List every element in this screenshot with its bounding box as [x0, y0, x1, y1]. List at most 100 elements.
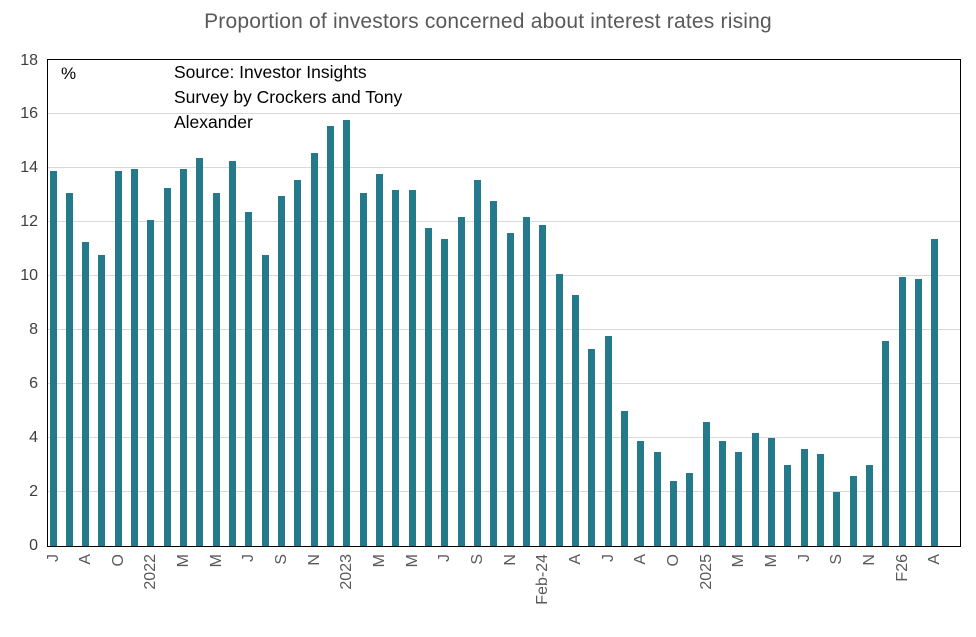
bar	[686, 473, 694, 546]
bar	[196, 158, 204, 546]
x-axis-label: M	[371, 554, 389, 568]
x-axis-label: N	[861, 554, 878, 566]
bar	[278, 195, 286, 546]
bar	[539, 225, 547, 546]
y-axis-label: 4	[29, 428, 38, 446]
bar	[523, 217, 531, 546]
x-axis-label: Feb-24	[534, 554, 552, 605]
y-axis-label: 16	[20, 105, 38, 123]
x-axis-label: M	[175, 554, 193, 568]
plot-area: % Source: Investor Insights Survey by Cr…	[47, 59, 961, 547]
bar	[817, 454, 824, 546]
bar	[376, 174, 384, 546]
bar	[914, 279, 922, 546]
x-axis-label: J	[240, 554, 258, 562]
chart-title: Proportion of investors concerned about …	[204, 10, 772, 33]
bar	[131, 168, 139, 546]
bar	[474, 179, 482, 546]
bar	[98, 255, 106, 546]
bar	[49, 171, 57, 546]
bar	[621, 411, 629, 546]
bar	[294, 179, 302, 546]
x-axis-label: M	[207, 554, 225, 568]
bar	[180, 168, 188, 546]
y-axis-label: 14	[20, 159, 38, 177]
bar	[327, 125, 335, 546]
y-axis-label: 12	[20, 213, 38, 231]
gridline	[48, 436, 960, 438]
gridline	[48, 113, 960, 115]
x-axis-label: A	[926, 554, 944, 565]
y-axis-label: 2	[29, 482, 38, 500]
bar	[833, 492, 841, 546]
y-axis-label: 6	[29, 374, 38, 392]
x-axis-label: J	[44, 554, 62, 562]
bar	[572, 295, 580, 546]
bar	[114, 171, 122, 546]
source-note: Source: Investor Insights Survey by Croc…	[174, 60, 402, 135]
x-axis-label: J	[599, 554, 617, 562]
gridline	[48, 221, 960, 223]
y-axis-label: 0	[29, 536, 38, 554]
gridline	[48, 490, 960, 492]
x-axis-label: 2022	[142, 554, 160, 590]
x-axis-label: O	[109, 554, 127, 567]
bar	[506, 233, 514, 546]
bar	[82, 241, 90, 546]
bar	[261, 255, 269, 546]
bar	[637, 440, 645, 546]
bar	[359, 193, 367, 546]
y-axis-label: 8	[29, 320, 38, 338]
bar	[931, 238, 939, 546]
x-axis-label: S	[469, 554, 487, 565]
source-note-line: Survey by Crockers and Tony	[174, 87, 403, 107]
bar	[882, 341, 890, 546]
bar	[408, 190, 416, 546]
x-axis-label: 2025	[697, 554, 715, 590]
x-axis-label: N	[501, 554, 519, 566]
bar	[588, 349, 596, 546]
bar	[719, 440, 727, 546]
x-axis-label: S	[273, 554, 291, 565]
y-axis-label: 18	[20, 51, 38, 69]
bar	[670, 481, 678, 546]
y-axis-label: 10	[20, 267, 38, 285]
bar	[147, 219, 155, 546]
bar	[65, 193, 73, 546]
bar	[555, 273, 563, 546]
x-axis-label: N	[305, 554, 323, 566]
source-note-line: Alexander	[174, 112, 253, 132]
bar	[849, 475, 857, 546]
x-axis-label: M	[403, 554, 421, 568]
bar	[245, 211, 253, 546]
gridline	[48, 275, 960, 277]
y-axis-unit-label: %	[61, 64, 77, 83]
bar	[898, 276, 906, 546]
gridline	[48, 328, 960, 330]
bar	[751, 432, 759, 546]
bar	[784, 465, 792, 546]
x-axis-label: F26	[893, 554, 911, 582]
x-axis-label: O	[665, 554, 683, 567]
x-axis-label: J	[436, 554, 454, 562]
bar	[735, 451, 743, 546]
x-axis-label: A	[567, 554, 585, 565]
bar	[310, 152, 318, 546]
bar	[800, 449, 808, 546]
x-axis-label: A	[77, 554, 95, 565]
bar	[392, 190, 400, 546]
bar	[163, 187, 171, 546]
bar	[229, 160, 237, 546]
bar	[457, 217, 465, 546]
x-axis-label: A	[632, 554, 650, 565]
bar	[441, 238, 449, 546]
bar	[490, 201, 498, 546]
x-axis-label: S	[828, 554, 846, 565]
gridline	[48, 382, 960, 384]
x-axis-label: M	[763, 554, 781, 568]
x-axis-label: J	[795, 554, 813, 562]
x-axis-label: 2023	[338, 554, 356, 590]
x-axis-label: M	[730, 554, 748, 568]
bar	[866, 465, 873, 546]
